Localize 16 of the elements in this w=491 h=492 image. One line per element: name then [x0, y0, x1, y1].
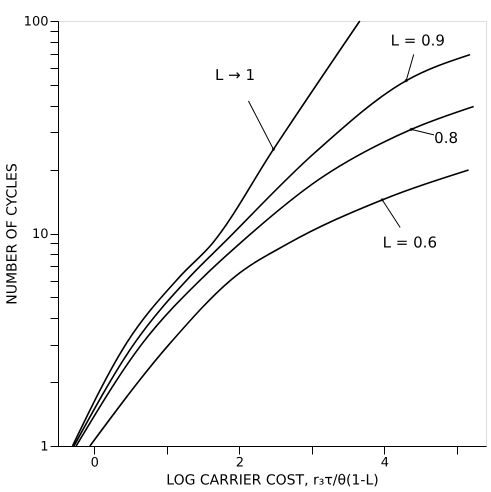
y-axis-title: NUMBER OF CYCLES — [4, 163, 21, 305]
y-tick-label: 100 — [24, 14, 48, 30]
point — [404, 79, 408, 82]
x-axis-title: LOG CARRIER COST, r₃τ/θ(1-L) — [166, 472, 379, 488]
x-tick-label: 4 — [380, 456, 390, 470]
annotation: L → 1 — [214, 66, 256, 84]
point — [410, 128, 413, 131]
point — [272, 148, 276, 151]
x-tick-label: 2 — [236, 456, 244, 470]
y-tick-label: 10 — [32, 227, 48, 242]
annotation: 0.8 — [434, 128, 458, 147]
point — [380, 198, 384, 202]
annotation: L = 0.6 — [382, 233, 437, 252]
annotation: L = 0.9 — [390, 31, 445, 50]
y-tick-label: 1 — [40, 440, 48, 454]
x-tick-label: 0 — [90, 456, 99, 470]
